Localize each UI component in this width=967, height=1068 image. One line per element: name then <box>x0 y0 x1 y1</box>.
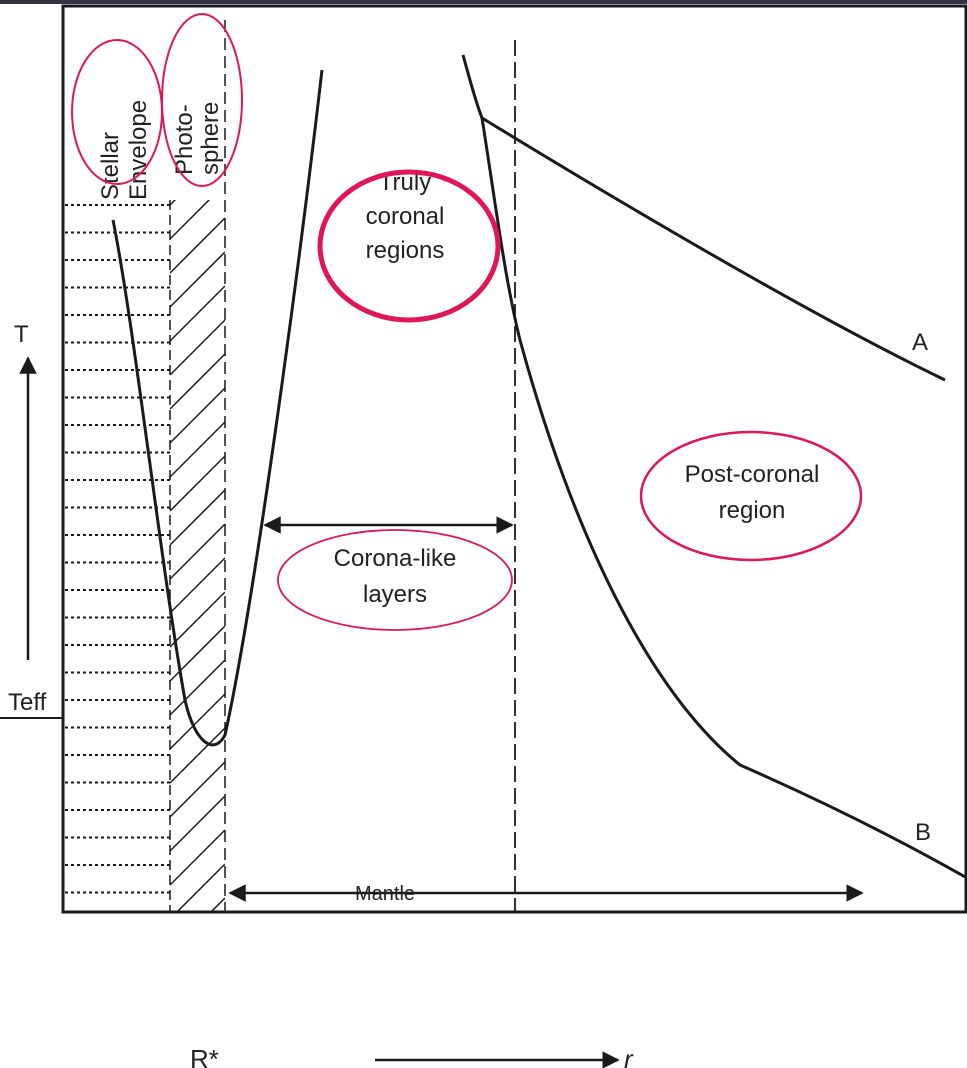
texture-line <box>170 591 225 648</box>
region-label: StellarEnvelope <box>97 100 152 200</box>
label-line: coronal <box>366 203 445 230</box>
label-line: Stellar <box>97 132 124 200</box>
texture-line <box>170 455 225 512</box>
label-line: layers <box>363 581 427 608</box>
curve-a <box>461 54 946 382</box>
texture-line <box>170 489 225 546</box>
region-label: Corona-like layers <box>334 545 457 608</box>
axis-marker: Teff <box>8 689 47 716</box>
texture-line <box>175 863 225 912</box>
texture-line <box>170 693 225 750</box>
highlight-ellipse <box>161 13 243 187</box>
texture-line <box>170 829 225 886</box>
axis-label: T <box>14 321 29 348</box>
label-line: Corona-like <box>334 545 457 572</box>
highlight-ellipse <box>277 529 513 631</box>
curve-b <box>480 117 967 880</box>
top-strip <box>0 0 967 4</box>
texture-line <box>170 387 225 444</box>
texture-line <box>170 421 225 478</box>
envelope-dots <box>65 204 170 894</box>
label-line: regions <box>366 237 445 264</box>
label-line: region <box>719 497 786 524</box>
label-line: Envelope <box>125 100 152 200</box>
mantle-label: Mantle <box>355 883 415 905</box>
texture-line <box>170 795 225 852</box>
texture-line <box>170 217 225 274</box>
texture-line <box>170 353 225 410</box>
texture-line <box>170 251 225 308</box>
texture-line <box>170 761 225 818</box>
texture-line <box>209 897 225 912</box>
axis-label: r <box>624 1044 634 1068</box>
curve-label: B <box>915 819 931 846</box>
texture-line <box>170 319 225 376</box>
texture-line <box>170 557 225 614</box>
region-label: Truly coronal regions <box>366 169 445 264</box>
highlight-ellipse <box>639 430 863 562</box>
frame <box>61 4 967 914</box>
temperature-curve <box>111 69 324 747</box>
texture-line <box>170 285 225 342</box>
texture-line <box>170 932 225 987</box>
texture-line <box>170 966 225 1021</box>
region-label: Post-coronal region <box>685 461 820 524</box>
photosphere-hatch <box>170 200 225 1021</box>
region-label: Photo-sphere <box>171 102 224 175</box>
texture-line <box>170 523 225 580</box>
texture-line <box>170 727 225 784</box>
texture-line <box>170 200 211 240</box>
texture-line <box>170 659 225 716</box>
curve-label: A <box>912 329 928 356</box>
highlight-ellipse <box>317 169 501 323</box>
label-line: Post-coronal <box>685 461 820 488</box>
axis-marker: R* <box>190 1044 219 1068</box>
label-line: sphere <box>197 102 224 175</box>
